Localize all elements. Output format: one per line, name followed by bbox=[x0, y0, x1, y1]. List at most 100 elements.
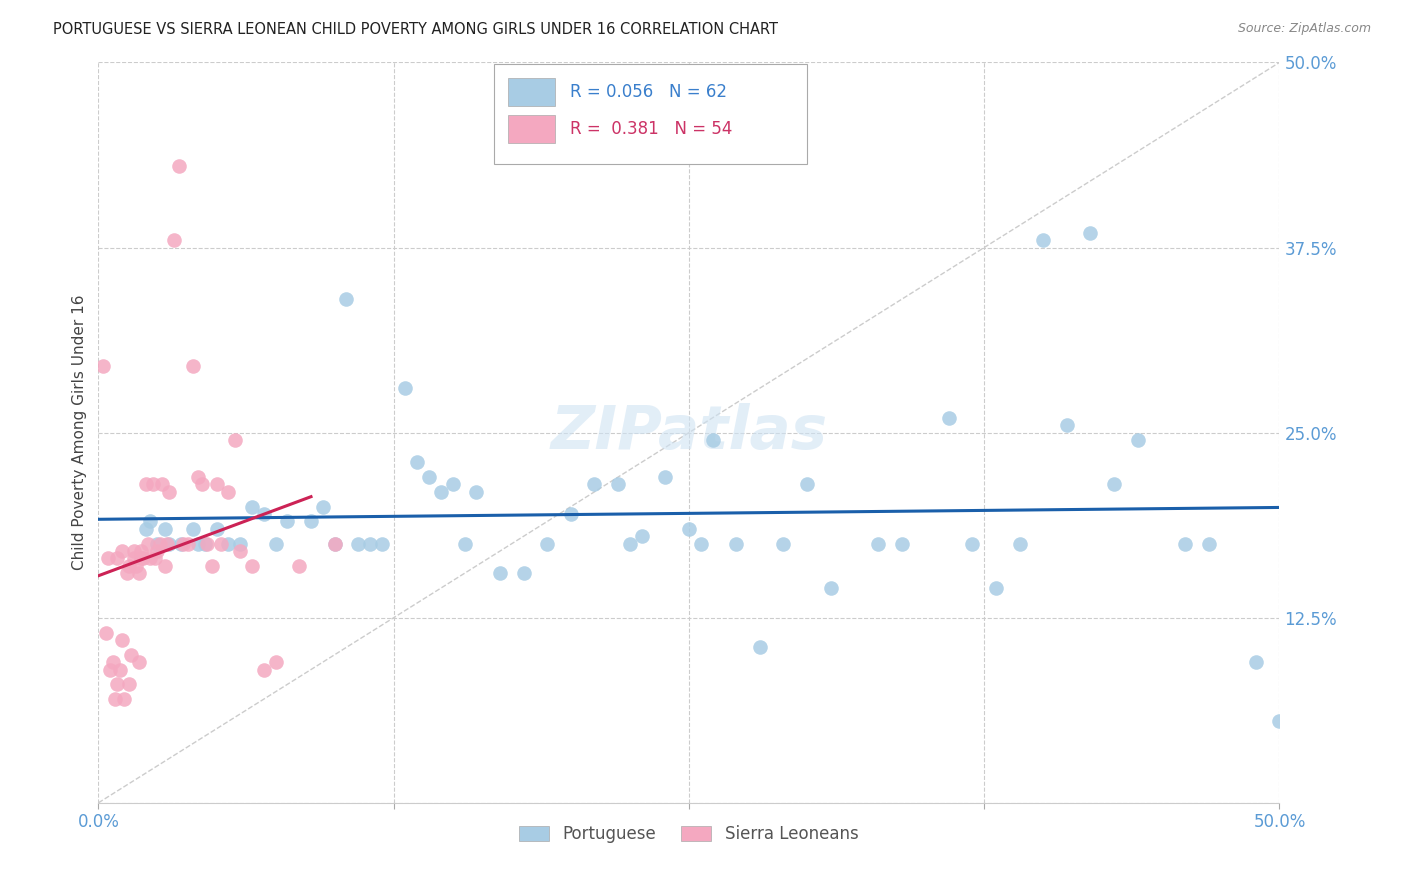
Point bbox=[418, 470, 440, 484]
Point bbox=[194, 536, 217, 550]
Point bbox=[224, 433, 246, 447]
Point bbox=[866, 536, 889, 550]
Point bbox=[453, 536, 475, 550]
Point bbox=[394, 381, 416, 395]
Point bbox=[201, 558, 224, 573]
Point bbox=[299, 515, 322, 529]
Point bbox=[796, 477, 818, 491]
Point bbox=[288, 558, 311, 573]
Point bbox=[938, 410, 960, 425]
Point bbox=[139, 515, 162, 529]
Point bbox=[1126, 433, 1149, 447]
Point bbox=[1032, 233, 1054, 247]
FancyBboxPatch shape bbox=[508, 115, 555, 143]
Point bbox=[91, 359, 114, 373]
Point bbox=[153, 558, 176, 573]
Point bbox=[335, 293, 357, 307]
Point bbox=[108, 663, 131, 677]
Point bbox=[105, 551, 128, 566]
Point bbox=[129, 544, 152, 558]
Point bbox=[149, 536, 172, 550]
Text: PORTUGUESE VS SIERRA LEONEAN CHILD POVERTY AMONG GIRLS UNDER 16 CORRELATION CHAR: PORTUGUESE VS SIERRA LEONEAN CHILD POVER… bbox=[53, 22, 779, 37]
Point bbox=[104, 692, 127, 706]
Text: Source: ZipAtlas.com: Source: ZipAtlas.com bbox=[1237, 22, 1371, 36]
Point bbox=[157, 484, 180, 499]
Point bbox=[181, 522, 204, 536]
Point bbox=[359, 536, 381, 550]
Point bbox=[181, 359, 204, 373]
Point bbox=[264, 655, 287, 669]
Point bbox=[430, 484, 453, 499]
Point bbox=[264, 536, 287, 550]
FancyBboxPatch shape bbox=[494, 64, 807, 164]
Point bbox=[170, 536, 193, 550]
Point bbox=[142, 477, 165, 491]
Point bbox=[195, 536, 218, 550]
Point bbox=[253, 663, 276, 677]
Point bbox=[146, 536, 169, 550]
Point bbox=[217, 536, 239, 550]
Point bbox=[209, 536, 232, 550]
Point bbox=[441, 477, 464, 491]
Point bbox=[406, 455, 429, 469]
Point bbox=[135, 522, 157, 536]
Point bbox=[187, 470, 209, 484]
Point bbox=[371, 536, 394, 550]
Point bbox=[191, 477, 214, 491]
Point bbox=[512, 566, 534, 581]
Point bbox=[129, 551, 152, 566]
Point bbox=[630, 529, 652, 543]
Point bbox=[583, 477, 606, 491]
Point bbox=[132, 551, 155, 566]
Point bbox=[536, 536, 558, 550]
Text: ZIPatlas: ZIPatlas bbox=[550, 403, 828, 462]
Point bbox=[146, 544, 169, 558]
Point bbox=[105, 677, 128, 691]
Point bbox=[654, 470, 676, 484]
Point bbox=[820, 581, 842, 595]
Point bbox=[136, 536, 159, 550]
Point bbox=[98, 663, 121, 677]
Point bbox=[1198, 536, 1220, 550]
Point bbox=[984, 581, 1007, 595]
Point bbox=[689, 536, 711, 550]
Point bbox=[177, 536, 200, 550]
Point bbox=[240, 500, 263, 514]
Point bbox=[748, 640, 770, 655]
Point bbox=[135, 477, 157, 491]
Point bbox=[1102, 477, 1125, 491]
Point bbox=[163, 233, 186, 247]
Point bbox=[725, 536, 748, 550]
Point bbox=[122, 544, 145, 558]
Point bbox=[118, 558, 141, 573]
Point bbox=[465, 484, 488, 499]
Legend: Portuguese, Sierra Leoneans: Portuguese, Sierra Leoneans bbox=[513, 819, 865, 850]
Point bbox=[890, 536, 912, 550]
Point bbox=[111, 544, 134, 558]
Point bbox=[167, 159, 190, 173]
Point bbox=[128, 655, 150, 669]
Point bbox=[157, 536, 180, 550]
Text: R = 0.056   N = 62: R = 0.056 N = 62 bbox=[569, 83, 727, 101]
Y-axis label: Child Poverty Among Girls Under 16: Child Poverty Among Girls Under 16 bbox=[72, 295, 87, 570]
Point bbox=[156, 536, 179, 550]
Point bbox=[150, 477, 173, 491]
Point bbox=[217, 484, 239, 499]
Point bbox=[205, 522, 228, 536]
Point bbox=[240, 558, 263, 573]
Point bbox=[128, 566, 150, 581]
Point bbox=[772, 536, 794, 550]
Point bbox=[1174, 536, 1197, 550]
Point bbox=[678, 522, 700, 536]
Point bbox=[607, 477, 630, 491]
Point bbox=[702, 433, 724, 447]
Point bbox=[94, 625, 117, 640]
Point bbox=[112, 692, 135, 706]
Point bbox=[276, 515, 298, 529]
Point bbox=[118, 677, 141, 691]
Point bbox=[489, 566, 512, 581]
Point bbox=[1056, 418, 1078, 433]
Point bbox=[619, 536, 641, 550]
Point bbox=[97, 551, 120, 566]
Point bbox=[153, 522, 176, 536]
